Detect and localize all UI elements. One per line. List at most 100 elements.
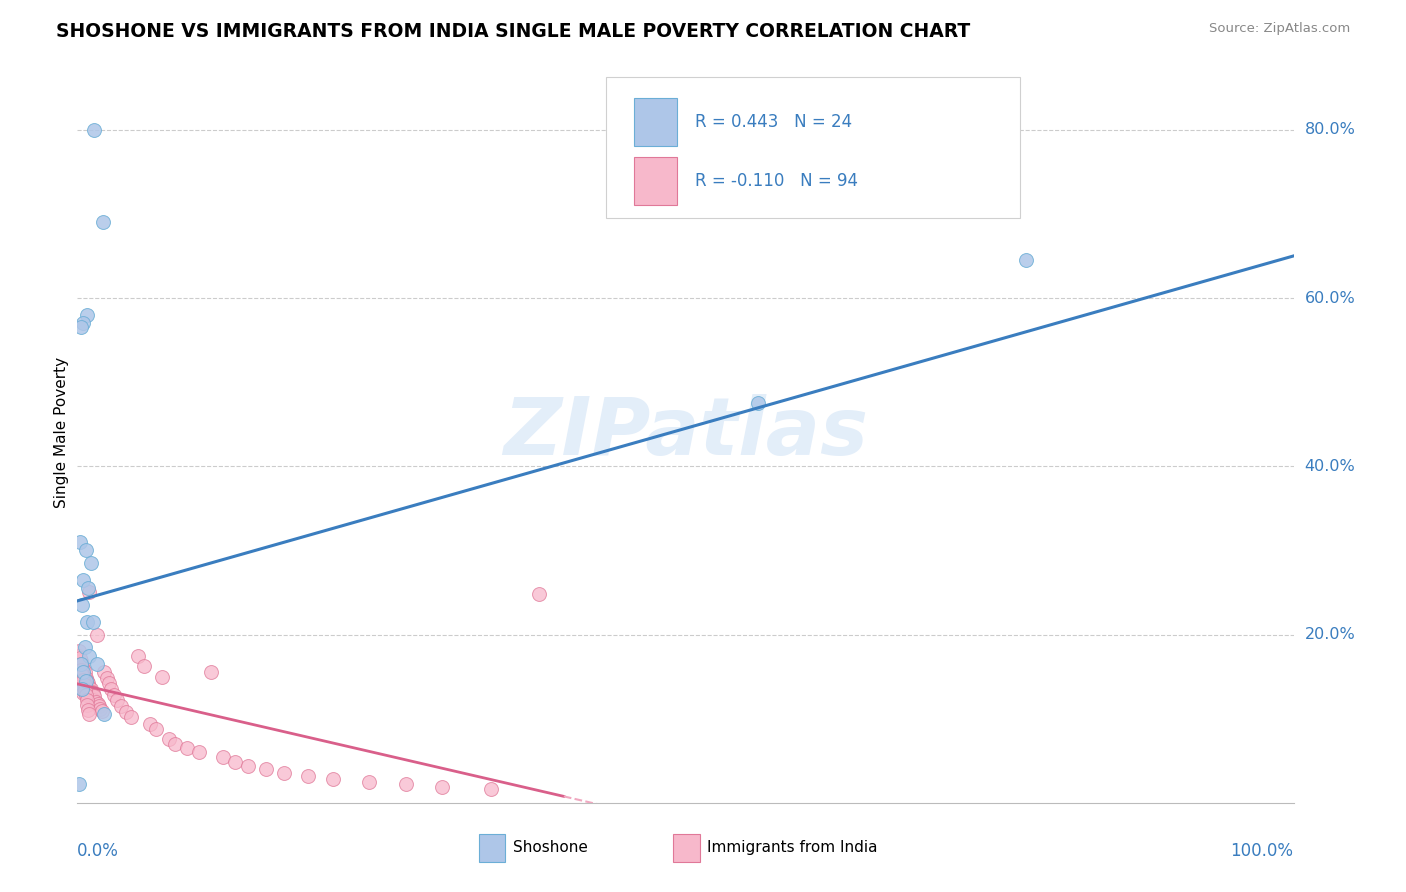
Point: [115, 705, 138, 719]
Point: [79, 707, 101, 722]
Text: R = -0.110   N = 94: R = -0.110 N = 94: [695, 172, 858, 190]
Point: [70, 663, 93, 677]
Point: [67, 648, 90, 663]
Point: [83, 122, 105, 136]
Point: [82, 686, 104, 700]
Point: [93, 707, 115, 722]
Point: [79, 686, 101, 700]
Point: [73, 665, 96, 680]
Point: [72, 573, 94, 587]
Point: [70, 655, 93, 669]
Point: [67, 777, 90, 791]
Text: ZIPatlas: ZIPatlas: [503, 393, 868, 472]
Point: [86, 657, 108, 671]
Point: [163, 737, 186, 751]
Point: [72, 680, 94, 694]
Point: [430, 780, 453, 794]
Point: [76, 693, 98, 707]
Bar: [634, 157, 676, 205]
Point: [127, 648, 149, 663]
FancyBboxPatch shape: [606, 78, 1019, 218]
Point: [69, 665, 91, 680]
Point: [176, 741, 198, 756]
Point: [70, 682, 93, 697]
Point: [70, 661, 93, 675]
Point: [80, 688, 103, 702]
Text: Immigrants from India: Immigrants from India: [707, 839, 877, 855]
Point: [70, 678, 93, 692]
Point: [254, 762, 277, 776]
Point: [70, 673, 93, 688]
Point: [75, 688, 97, 702]
Point: [188, 745, 211, 759]
Point: [72, 661, 94, 675]
Point: [747, 396, 769, 410]
Text: Shoshone: Shoshone: [513, 839, 588, 855]
Point: [134, 658, 156, 673]
Point: [69, 673, 91, 688]
Point: [76, 615, 98, 629]
Bar: [478, 834, 505, 862]
Point: [72, 686, 94, 700]
Point: [67, 657, 90, 671]
Point: [70, 657, 93, 671]
Point: [69, 535, 91, 549]
Y-axis label: Single Male Poverty: Single Male Poverty: [53, 357, 69, 508]
Point: [72, 668, 94, 682]
Point: [77, 682, 100, 697]
Point: [91, 215, 114, 229]
Bar: [673, 834, 700, 862]
Text: 80.0%: 80.0%: [1305, 122, 1355, 137]
Point: [77, 688, 100, 702]
Point: [200, 665, 222, 680]
Point: [73, 640, 96, 655]
Point: [69, 661, 91, 675]
Point: [72, 316, 94, 330]
Text: 40.0%: 40.0%: [1305, 458, 1355, 474]
Text: Source: ZipAtlas.com: Source: ZipAtlas.com: [1209, 22, 1350, 36]
Point: [67, 665, 90, 680]
Point: [70, 668, 93, 682]
Point: [145, 722, 167, 736]
Point: [73, 671, 96, 685]
Point: [1015, 253, 1038, 268]
Point: [359, 774, 381, 789]
Point: [80, 685, 103, 699]
Point: [479, 782, 502, 797]
Point: [70, 670, 93, 684]
Point: [86, 627, 108, 641]
Point: [297, 769, 319, 783]
Point: [72, 673, 94, 687]
Point: [93, 665, 115, 680]
Point: [90, 704, 112, 718]
Point: [110, 699, 132, 714]
Point: [70, 598, 93, 612]
Text: 100.0%: 100.0%: [1230, 842, 1294, 860]
Point: [75, 543, 97, 558]
Point: [73, 678, 96, 692]
Text: 20.0%: 20.0%: [1305, 627, 1355, 642]
Point: [80, 690, 103, 705]
Point: [79, 585, 101, 599]
Point: [75, 673, 97, 688]
Point: [76, 680, 98, 694]
Text: SHOSHONE VS IMMIGRANTS FROM INDIA SINGLE MALE POVERTY CORRELATION CHART: SHOSHONE VS IMMIGRANTS FROM INDIA SINGLE…: [56, 22, 970, 41]
Point: [103, 688, 125, 702]
Point: [82, 615, 104, 629]
Point: [100, 682, 122, 697]
Point: [273, 765, 295, 780]
Point: [236, 758, 259, 772]
Point: [75, 678, 97, 692]
Point: [73, 678, 96, 692]
Point: [107, 693, 129, 707]
Point: [80, 682, 103, 697]
Point: [73, 685, 96, 699]
Point: [75, 671, 97, 685]
Point: [70, 659, 93, 673]
Point: [73, 683, 96, 698]
Point: [87, 697, 110, 711]
Point: [69, 653, 91, 667]
Point: [97, 676, 120, 690]
Point: [89, 701, 111, 715]
Point: [75, 685, 97, 699]
